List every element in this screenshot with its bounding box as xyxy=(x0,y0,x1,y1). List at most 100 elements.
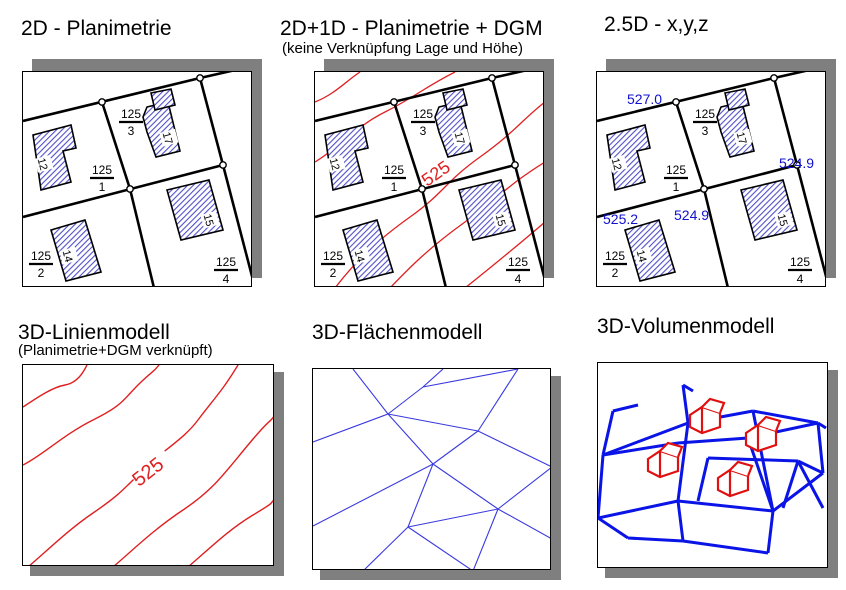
height-value: 524.9 xyxy=(779,155,814,171)
volume-edge xyxy=(707,456,799,463)
volume-edge xyxy=(796,460,825,509)
parcel-number-denominator: 3 xyxy=(702,124,709,138)
parcel-boundary xyxy=(23,76,201,123)
panel-frame: 525 12 17 14 15 125 3 125 1 125 2 125 4 xyxy=(314,71,544,287)
panel-1-title: 2D - Planimetrie xyxy=(21,17,172,40)
parcel-number-denominator: 2 xyxy=(330,266,337,280)
parcel-number-denominator: 1 xyxy=(99,180,106,194)
volume-edge xyxy=(781,460,800,509)
boundary-marker xyxy=(390,98,398,106)
volume-edge xyxy=(682,383,694,393)
parcel-boundary xyxy=(773,72,807,80)
parcel-number-denominator: 2 xyxy=(38,266,45,280)
parcel-boundary xyxy=(199,72,233,80)
volume-edge xyxy=(598,516,629,540)
contour-line xyxy=(391,162,543,286)
building-12 xyxy=(32,124,77,192)
mesh-edge xyxy=(432,463,499,510)
building-number: 12 xyxy=(35,157,50,172)
parcel-number-numerator: 125 xyxy=(121,107,141,121)
contour-line xyxy=(23,365,160,466)
building-number: 15 xyxy=(775,213,790,228)
parcel-number-numerator: 125 xyxy=(92,163,112,177)
parcel-number-numerator: 125 xyxy=(605,249,625,263)
building-15 xyxy=(740,179,798,241)
volume-edge xyxy=(772,471,824,513)
mesh-edge xyxy=(497,508,550,539)
panel-shadow-bottom xyxy=(320,570,561,580)
parcel-boundary xyxy=(315,76,493,123)
volume-edge xyxy=(676,500,685,542)
building-number: 15 xyxy=(493,213,508,228)
parcel-number-numerator: 125 xyxy=(323,249,343,263)
parcel-number-denominator: 4 xyxy=(223,272,230,286)
panel-frame: 525 xyxy=(22,364,274,566)
height-value: 525.2 xyxy=(603,211,638,227)
volume-edge xyxy=(766,510,775,554)
parcel-number-numerator: 125 xyxy=(216,255,236,269)
panel-shadow-right xyxy=(551,376,561,580)
boundary-marker xyxy=(770,74,778,82)
building-label-bg xyxy=(608,154,628,173)
parcel-number-numerator: 125 xyxy=(384,163,404,177)
contour-label-bg xyxy=(128,446,176,492)
volume-edge xyxy=(601,410,615,456)
volume-edge xyxy=(612,403,639,413)
mesh-edge xyxy=(473,508,499,569)
parcel-number-denominator: 1 xyxy=(391,180,398,194)
mesh-edge xyxy=(422,369,519,388)
mesh-edge xyxy=(422,369,444,388)
building-label-bg xyxy=(34,154,54,173)
building-label-bg xyxy=(159,128,179,147)
boundary-marker xyxy=(511,161,519,169)
parcel-number-denominator: 3 xyxy=(128,124,135,138)
parcel-number-numerator: 125 xyxy=(508,255,528,269)
building-number: 14 xyxy=(634,249,649,264)
parcel-boundary xyxy=(490,77,543,278)
house-roof xyxy=(701,397,726,414)
parcel-boundary xyxy=(198,77,251,278)
building-label-bg xyxy=(733,128,753,147)
contour-line xyxy=(29,365,239,565)
building-label-bg xyxy=(774,210,794,229)
house-roof xyxy=(757,415,782,432)
boundary-marker xyxy=(126,185,134,193)
boundary-marker xyxy=(219,161,227,169)
garage xyxy=(724,88,750,111)
parcel-boundary xyxy=(772,77,825,278)
boundary-marker xyxy=(418,185,426,193)
parcel-boundary xyxy=(491,72,525,80)
building-number: 14 xyxy=(60,249,75,264)
panel-shadow-right xyxy=(828,370,838,578)
building-label-bg xyxy=(200,210,220,229)
panel-shadow-bottom xyxy=(30,566,284,576)
height-value: 527.0 xyxy=(627,91,662,107)
mesh-edge xyxy=(364,526,409,569)
mesh-edge xyxy=(387,386,424,415)
mesh-edge xyxy=(432,430,479,465)
contour-line xyxy=(189,499,273,565)
parcel-number-denominator: 4 xyxy=(797,272,804,286)
building-number: 15 xyxy=(201,213,216,228)
panel-4-title: 3D-Linienmodell xyxy=(18,321,170,344)
building-number: 14 xyxy=(352,249,367,264)
parcel-boundary xyxy=(315,163,516,219)
boundary-marker xyxy=(700,185,708,193)
boundary-marker xyxy=(488,74,496,82)
house-roof xyxy=(729,460,754,477)
panel-4-subtitle: (Planimetrie+DGM verknüpft) xyxy=(18,342,213,359)
panel-3d-volumenmodell xyxy=(597,362,838,578)
parcel-number-denominator: 1 xyxy=(673,180,680,194)
building-14 xyxy=(342,219,395,282)
boundary-marker xyxy=(196,74,204,82)
building-number: 17 xyxy=(160,131,175,146)
building-12 xyxy=(324,124,369,192)
building-label-bg xyxy=(451,128,471,147)
building-label-bg xyxy=(59,246,79,265)
volume-edge xyxy=(816,422,825,474)
building-14 xyxy=(50,219,103,282)
mesh-edge xyxy=(407,526,472,569)
mesh-edge xyxy=(497,467,550,510)
volume-edge xyxy=(696,457,710,502)
volume-edge xyxy=(746,437,775,512)
